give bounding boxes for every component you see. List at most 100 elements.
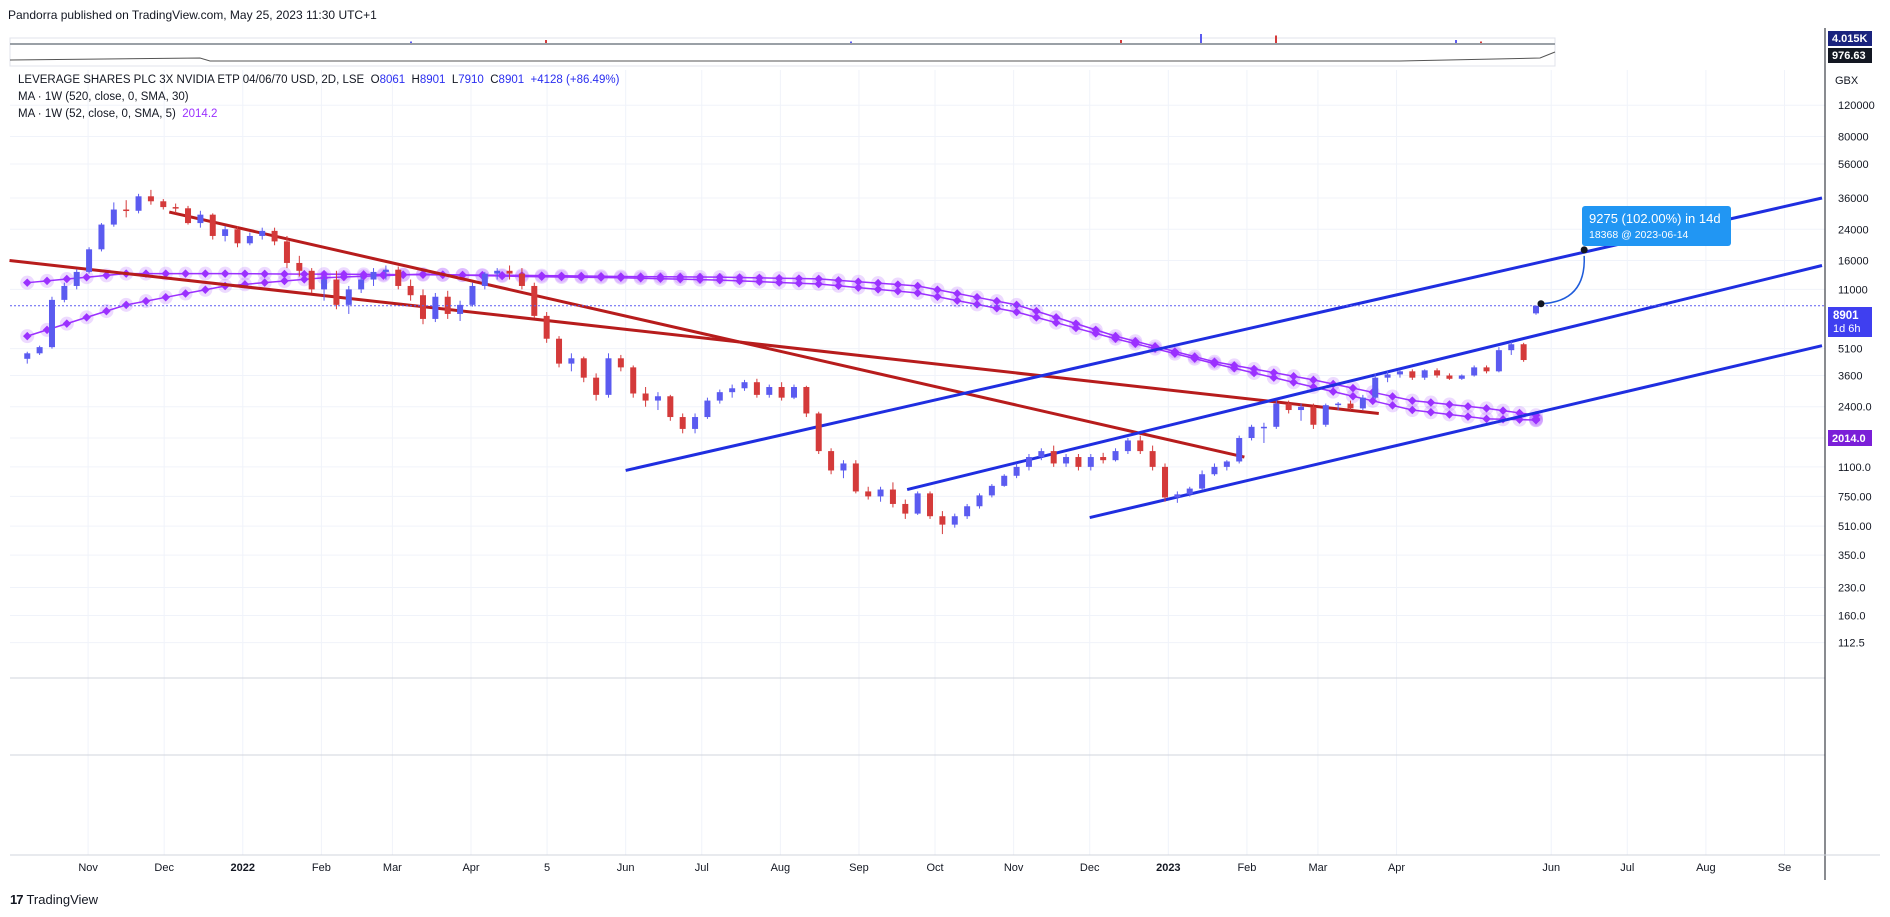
candle-body (729, 388, 736, 393)
red-trendline[interactable] (168, 210, 1245, 459)
candle-body (469, 285, 476, 305)
ma-marker (161, 269, 171, 278)
candle-body (1533, 305, 1539, 314)
ma-marker (933, 285, 942, 294)
price-tick-label: 3600 (1838, 370, 1862, 382)
candle-body (531, 285, 538, 316)
ma-marker (537, 272, 546, 281)
candle-body (568, 358, 575, 364)
candle-body (852, 463, 859, 492)
top-pane-frame (9, 37, 1556, 67)
candle-body (1421, 370, 1428, 378)
candle-body (1137, 440, 1144, 452)
ma-marker (1531, 416, 1541, 425)
candle-body (679, 417, 686, 429)
candle-body (840, 463, 847, 471)
ma-marker (893, 286, 903, 296)
projection-end-point[interactable] (1580, 246, 1588, 254)
time-tick-label: Aug (771, 862, 791, 874)
time-tick-label: Jun (617, 862, 635, 874)
ma-marker (240, 269, 250, 278)
candle-body (1273, 403, 1280, 427)
candle-body (1087, 457, 1094, 467)
ma-marker (794, 278, 804, 288)
candle-body (98, 224, 105, 250)
blue-trendline[interactable] (906, 264, 1823, 491)
ma-marker (1091, 329, 1100, 338)
ma-marker (1051, 318, 1061, 327)
red-trendline[interactable] (9, 259, 1379, 415)
projection-tool[interactable]: 9275 (102.00%) in 14d 18368 @ 2023-06-14 (1537, 206, 1732, 308)
ma-marker (300, 269, 309, 279)
ma-marker (102, 271, 111, 280)
price-tick-label: 112.5 (1838, 638, 1865, 650)
projection-label-line1: 9275 (102.00%) in 14d (1589, 211, 1721, 226)
candle-body (432, 296, 439, 319)
time-tick-label: 5 (544, 862, 550, 874)
ma-marker (854, 283, 863, 292)
ma-marker (1498, 406, 1508, 415)
time-tick-label: Jul (695, 862, 709, 874)
ma-marker (62, 319, 72, 328)
volume-spike (1455, 40, 1457, 43)
candle-body (667, 396, 674, 418)
trend-channels[interactable] (9, 196, 1823, 520)
candle-body (296, 262, 303, 271)
candle-body (778, 387, 785, 398)
candle-body (803, 387, 810, 414)
low-value: 7910 (458, 74, 484, 86)
candle-body (1211, 466, 1218, 475)
projection-start-point[interactable] (1537, 300, 1545, 308)
ma-marker (1408, 396, 1417, 405)
candle-body (1434, 370, 1441, 376)
candle-body (382, 269, 389, 272)
candle-body (308, 270, 315, 290)
ma-marker (1210, 359, 1219, 368)
ma-marker (1289, 372, 1298, 381)
candle-body (36, 347, 43, 354)
tradingview-logo[interactable]: 17 TradingView (10, 892, 98, 907)
candle-body (1063, 457, 1070, 464)
symbol-legend[interactable]: LEVERAGE SHARES PLC 3X NVIDIA ETP 04/06/… (18, 74, 619, 86)
ma-marker (260, 278, 269, 287)
candle-body (1285, 403, 1292, 411)
candle-body (1199, 474, 1206, 489)
ma-marker (418, 269, 428, 279)
candle-body (593, 377, 600, 395)
candle-body (951, 516, 958, 525)
ma-marker (1445, 400, 1454, 409)
ma-marker (1249, 368, 1259, 378)
ma-marker (656, 274, 665, 283)
ma-marker (280, 269, 289, 279)
ma-marker (1190, 354, 1199, 363)
price-tick-label: 350.0 (1838, 550, 1866, 562)
ma1-legend[interactable]: MA · 1W (520, close, 0, SMA, 30) (18, 91, 189, 103)
ma-marker (1482, 414, 1491, 424)
candle-body (543, 315, 550, 339)
candle-body (271, 230, 278, 242)
candle-body (73, 271, 80, 286)
ma-marker (557, 272, 566, 282)
candle-body (370, 271, 377, 280)
candle-body (1112, 451, 1119, 461)
candle-body (939, 516, 946, 525)
time-axis[interactable]: Nov Dec 2022 Feb Mar Apr 5 Jun Jul Aug Sep Oct Nov De… (78, 862, 1791, 874)
candle-body (358, 279, 365, 290)
time-tick-label: 2023 (1156, 862, 1180, 874)
ma-value-badge: 2014.0 (1828, 430, 1872, 446)
candle-body (1359, 397, 1366, 409)
price-tick-label: 36000 (1838, 193, 1869, 205)
ma-marker (1012, 307, 1021, 317)
candle-body (1050, 451, 1057, 464)
ma-marker (82, 272, 91, 282)
candle-body (605, 358, 612, 395)
candle-body (1124, 440, 1131, 452)
candle-body (48, 299, 55, 348)
ma2-legend[interactable]: MA · 1W (52, close, 0, SMA, 5) 2014.2 (18, 108, 217, 120)
ma-marker (497, 271, 507, 281)
candle-body (1384, 374, 1391, 378)
blue-trendline[interactable] (1089, 344, 1823, 520)
ma-marker (814, 274, 823, 284)
candle-body (61, 285, 68, 300)
